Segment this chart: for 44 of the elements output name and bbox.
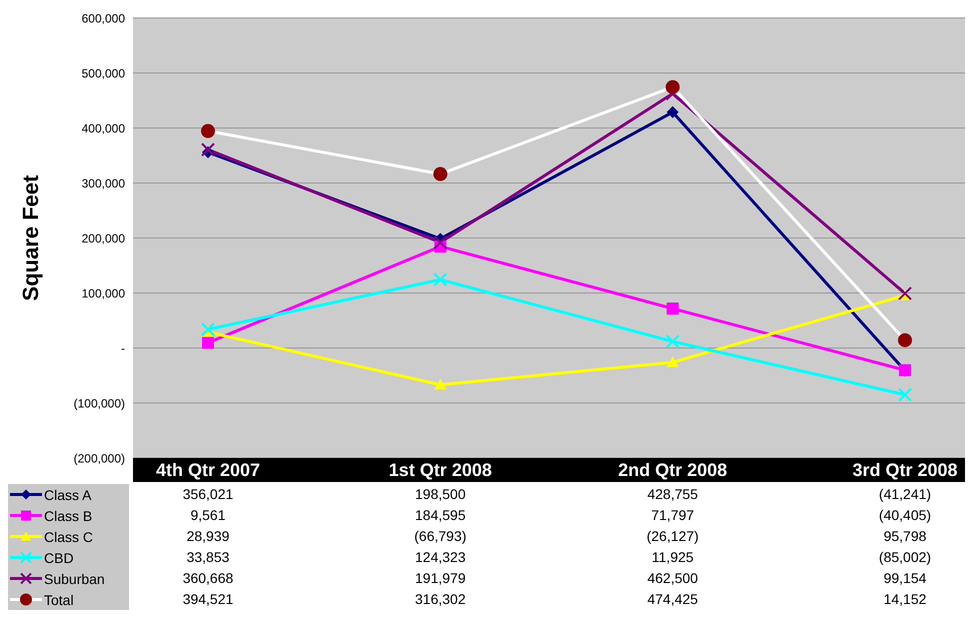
data-label: 14,152 bbox=[882, 590, 928, 609]
data-label: (66,793) bbox=[413, 527, 468, 546]
data-label: 33,853 bbox=[186, 548, 230, 567]
legend-label: CBD bbox=[44, 550, 74, 566]
y-tick-label: 200,000 bbox=[82, 231, 126, 246]
data-label: 356,021 bbox=[182, 485, 234, 504]
legend-label: Total bbox=[44, 592, 74, 608]
legend-label: Suburban bbox=[44, 570, 105, 586]
y-tick-label: (100,000) bbox=[74, 396, 125, 410]
data-label: 462,500 bbox=[646, 569, 699, 588]
data-label: (40,405) bbox=[878, 506, 932, 525]
y-tick-label: 400,000 bbox=[82, 121, 126, 136]
data-label: 191,979 bbox=[414, 569, 467, 588]
legend-label: Class C bbox=[44, 528, 94, 544]
legend-label: Class A bbox=[44, 486, 92, 502]
y-tick-label: 500,000 bbox=[82, 66, 126, 80]
y-axis-title: Square Feet bbox=[18, 174, 43, 301]
x-tick-label: 1st Qtr 2008 bbox=[388, 459, 493, 482]
data-label: 184,595 bbox=[414, 506, 467, 525]
y-tick-label: (200,000) bbox=[74, 451, 125, 466]
data-label: 95,798 bbox=[882, 527, 928, 546]
data-label: 474,425 bbox=[646, 590, 699, 609]
x-tick-label: 4th Qtr 2007 bbox=[154, 459, 262, 482]
data-label: (26,127) bbox=[646, 527, 700, 546]
data-label: 9,561 bbox=[189, 506, 227, 525]
legend-label: Class B bbox=[44, 508, 92, 524]
data-label: 360,668 bbox=[182, 569, 234, 588]
data-label: 71,797 bbox=[650, 506, 696, 525]
data-label: (85,002) bbox=[878, 548, 932, 567]
data-label: 11,925 bbox=[650, 548, 695, 567]
data-label: 28,939 bbox=[186, 527, 230, 546]
data-label: (41,241) bbox=[878, 485, 932, 504]
data-label: 198,500 bbox=[414, 485, 467, 504]
data-label: 316,302 bbox=[414, 590, 467, 609]
data-label: 428,755 bbox=[646, 485, 699, 504]
data-label: 124,323 bbox=[414, 548, 467, 567]
y-tick-label: 300,000 bbox=[82, 176, 126, 190]
x-tick-label: 2nd Qtr 2008 bbox=[617, 459, 728, 482]
y-tick-label: 600,000 bbox=[82, 11, 126, 26]
data-label: 394,521 bbox=[182, 590, 234, 609]
x-tick-label: 3rd Qtr 2008 bbox=[851, 459, 959, 482]
data-label: 99,154 bbox=[882, 569, 928, 588]
y-tick-label: - bbox=[121, 341, 125, 356]
y-tick-label: 100,000 bbox=[82, 286, 126, 300]
